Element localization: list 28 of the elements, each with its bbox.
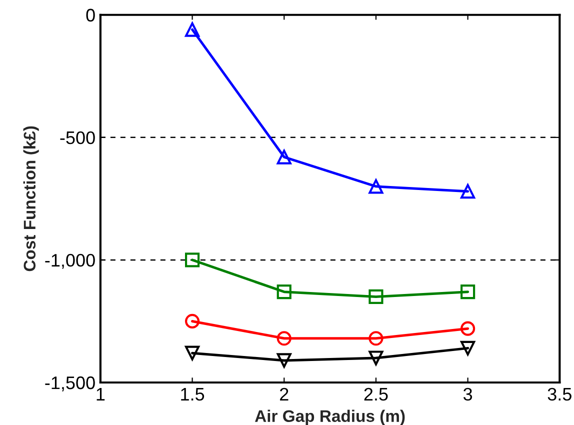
point <box>184 314 200 329</box>
point <box>184 252 200 268</box>
point <box>368 179 384 194</box>
x-tick-label: 3 <box>463 388 472 401</box>
x-tick-label: 3.5 <box>548 388 572 401</box>
y-tick-label: -1,000 <box>45 254 95 269</box>
x-tick-label: 2.5 <box>364 388 388 401</box>
point <box>276 284 292 300</box>
point <box>184 22 200 37</box>
x-tick-label: 1.5 <box>181 388 204 401</box>
point <box>460 184 476 199</box>
y-axis-title: Cost Function (k£) <box>23 126 39 272</box>
point <box>184 346 200 360</box>
x-tick-label: 2 <box>280 388 288 400</box>
point <box>276 150 292 164</box>
x-tick-label: 1 <box>96 388 105 400</box>
y-tick-label: -500 <box>60 131 95 144</box>
point <box>276 353 292 368</box>
point <box>460 321 476 336</box>
y-tick-label: 0 <box>86 8 95 22</box>
point <box>368 331 384 346</box>
point <box>460 340 476 356</box>
point <box>460 284 476 300</box>
x-axis-title: Air Gap Radius (m) <box>254 410 405 425</box>
point <box>368 350 384 366</box>
point <box>276 331 292 346</box>
y-tick-label: -1,500 <box>45 376 95 392</box>
point <box>368 289 384 304</box>
